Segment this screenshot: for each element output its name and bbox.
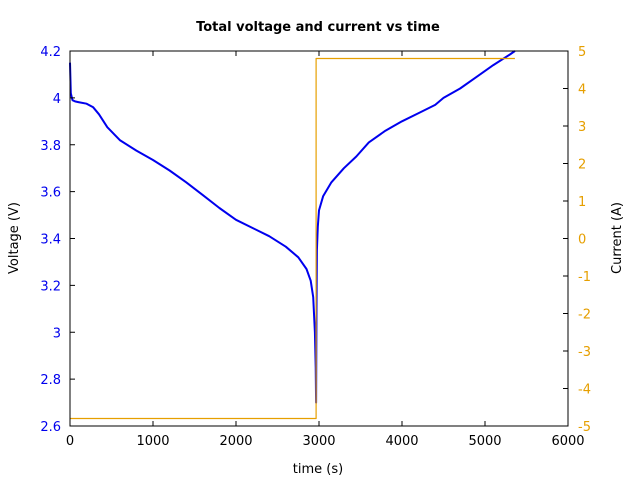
y-tick-label: 3.8 — [40, 139, 61, 154]
y2-tick-label: 5 — [578, 45, 586, 60]
x-tick-label: 1000 — [136, 434, 169, 449]
y2-tick-label: -5 — [578, 420, 591, 435]
y-tick-label: 3.4 — [40, 233, 61, 248]
x-tick-label: 0 — [66, 434, 74, 449]
x-tick-label: 2000 — [219, 434, 252, 449]
y-tick-label: 4.2 — [40, 45, 61, 60]
y2-axis-label: Current (A) — [610, 202, 625, 274]
x-axis-label: time (s) — [293, 462, 343, 477]
current-line — [70, 57, 515, 420]
x-tick-label: 4000 — [385, 434, 418, 449]
y-tick-label: 2.6 — [40, 420, 61, 435]
y-axis-label: Voltage (V) — [7, 202, 22, 274]
y2-tick-label: -3 — [578, 345, 591, 360]
y2-tick-label: 4 — [578, 83, 586, 98]
y2-tick-label: 1 — [578, 195, 586, 210]
y-tick-label: 3 — [53, 326, 61, 341]
y-tick-label: 3.6 — [40, 186, 61, 201]
voltage-line — [69, 50, 516, 404]
y2-tick-label: -2 — [578, 308, 591, 323]
y2-tick-label: 3 — [578, 120, 586, 135]
y-tick-label: 4 — [53, 92, 61, 107]
plot-frame — [69, 50, 569, 427]
plot-series — [69, 50, 516, 420]
y-axis-ticks: 2.6 2.8 3 3.2 3.4 3.6 3.8 4 4.2 — [40, 45, 75, 435]
x-axis-ticks: 0 1000 2000 3000 4000 5000 6000 — [66, 51, 585, 449]
x-tick-label: 5000 — [468, 434, 501, 449]
x-tick-label: 6000 — [551, 434, 584, 449]
y2-tick-label: -1 — [578, 270, 591, 285]
y-tick-label: 3.2 — [40, 279, 61, 294]
chart-title: Total voltage and current vs time — [196, 20, 440, 35]
y2-axis-ticks: -5 -4 -3 -2 -1 0 1 2 3 4 5 — [563, 45, 591, 435]
y2-tick-label: 0 — [578, 233, 586, 248]
y-tick-label: 2.8 — [40, 373, 61, 388]
y2-tick-label: -4 — [578, 383, 591, 398]
x-tick-label: 3000 — [302, 434, 335, 449]
y2-tick-label: 2 — [578, 158, 586, 173]
